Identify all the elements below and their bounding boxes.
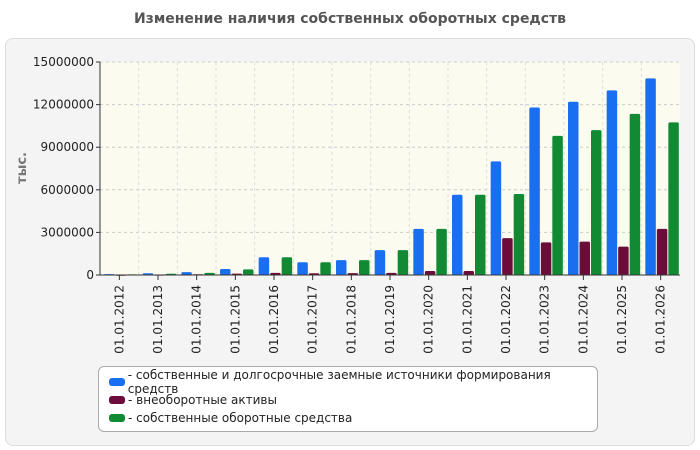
bar — [452, 194, 463, 275]
bar — [243, 269, 254, 275]
bar — [374, 250, 386, 275]
bar — [606, 90, 618, 276]
x-tick-label: 01.01.2014 — [190, 285, 204, 354]
bar — [540, 242, 552, 275]
legend-swatch-working-capital — [109, 414, 125, 422]
y-tick-label: 6000000 — [41, 183, 94, 197]
bar — [463, 271, 474, 275]
x-tick-label: 01.01.2021 — [460, 285, 474, 354]
y-axis-label: тыс. — [15, 152, 30, 184]
x-tick-label: 01.01.2015 — [228, 285, 242, 354]
bar — [204, 272, 215, 275]
y-tick-label: 12000000 — [33, 98, 94, 112]
bar — [502, 238, 513, 275]
x-tick-label: 01.01.2023 — [538, 285, 552, 354]
bar — [529, 107, 540, 275]
bar — [645, 78, 656, 275]
legend-swatch-noncurrent-assets — [109, 396, 125, 404]
bar — [552, 135, 563, 275]
bar — [220, 269, 231, 275]
chart-title: Изменение наличия собственных оборотных … — [133, 11, 567, 27]
bar — [513, 194, 525, 275]
bar — [618, 246, 629, 275]
x-tick-label: 01.01.2020 — [422, 285, 436, 354]
bar — [336, 260, 347, 275]
bar — [181, 272, 192, 275]
bar — [436, 228, 447, 275]
x-tick-label: 01.01.2013 — [151, 285, 165, 354]
bar — [629, 113, 641, 275]
x-tick-label: 01.01.2012 — [112, 285, 126, 354]
legend-item-sources: - собственные и долгосрочные заемные ист… — [109, 368, 597, 396]
x-tick-label: 01.01.2017 — [306, 285, 320, 354]
legend-item-working-capital: - собственные оборотные средства — [109, 409, 597, 427]
x-tick-label: 01.01.2024 — [576, 285, 590, 354]
legend-label-working-capital: - собственные оборотные средства — [128, 411, 353, 425]
bar — [668, 122, 679, 275]
bar — [270, 272, 281, 275]
bar — [258, 257, 270, 275]
bar — [568, 101, 579, 275]
x-tick-label: 01.01.2025 — [615, 285, 629, 354]
y-tick-label: 0 — [86, 268, 94, 282]
bar — [490, 161, 502, 275]
bar — [386, 272, 397, 275]
bar — [424, 271, 436, 275]
x-tick-label: 01.01.2019 — [383, 285, 397, 354]
y-tick-label: 15000000 — [33, 55, 94, 69]
legend-label-sources: - собственные и долгосрочные заемные ист… — [127, 368, 551, 396]
bar — [297, 262, 308, 275]
x-tick-label: 01.01.2022 — [499, 285, 513, 354]
y-tick-label: 9000000 — [41, 140, 94, 154]
bar — [320, 262, 331, 275]
x-tick-label: 01.01.2016 — [267, 285, 281, 354]
bar — [475, 194, 486, 275]
x-tick-label: 01.01.2018 — [344, 285, 358, 354]
bar — [359, 260, 370, 275]
plot-area — [100, 62, 680, 275]
legend-swatch-sources — [109, 378, 125, 386]
bar — [656, 228, 668, 275]
bar — [281, 257, 293, 275]
bar — [579, 241, 590, 275]
x-tick-label: 01.01.2026 — [654, 285, 668, 354]
bar — [591, 130, 602, 275]
bar — [397, 250, 409, 275]
legend-item-noncurrent-assets: - внеоборотные активы — [109, 391, 597, 409]
chart-legend: - собственные и долгосрочные заемные ист… — [98, 366, 598, 432]
legend-label-noncurrent-assets: - внеоборотные активы — [128, 393, 277, 407]
y-tick-label: 3000000 — [41, 225, 94, 239]
bar — [413, 228, 424, 275]
